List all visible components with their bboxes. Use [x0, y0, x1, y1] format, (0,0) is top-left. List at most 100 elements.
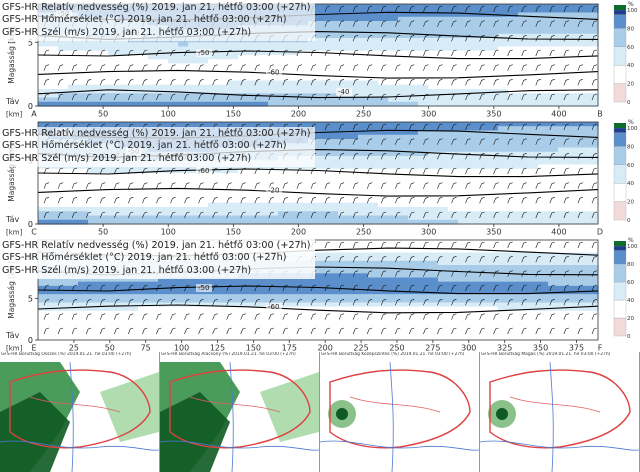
wind-barb [240, 64, 246, 71]
rh-cell [458, 12, 469, 18]
rh-cell [128, 190, 139, 195]
rh-cell [578, 25, 589, 31]
rh-cell [428, 21, 439, 26]
rh-cell [258, 177, 269, 183]
wind-barb [437, 64, 443, 71]
rh-cell [148, 80, 159, 86]
wind-barb [338, 167, 345, 175]
rh-cell [178, 63, 189, 69]
rh-cell [258, 173, 269, 178]
rh-cell [248, 177, 259, 183]
rh-cell [268, 294, 279, 299]
rh-cell [358, 198, 369, 204]
wind-barb [310, 313, 317, 320]
rh-cell [448, 248, 459, 254]
rh-cell [298, 310, 309, 316]
rh-cell [318, 319, 329, 324]
rh-cell [588, 181, 599, 187]
rh-cell [198, 89, 209, 94]
rh-cell [258, 281, 269, 287]
wind-barb [324, 20, 331, 27]
rh-cell [358, 46, 369, 52]
rh-cell [548, 248, 559, 254]
rh-cell [138, 219, 149, 225]
wind-barb [535, 182, 541, 189]
rh-cell [358, 323, 369, 329]
rh-cell [518, 294, 529, 299]
rh-cell [148, 335, 159, 341]
rh-cell [428, 198, 439, 204]
rh-cell [328, 202, 339, 208]
rh-cell [388, 67, 399, 73]
rh-cell [288, 76, 299, 82]
rh-cell [388, 101, 399, 107]
rh-cell [228, 323, 239, 329]
rh-cell [88, 298, 99, 304]
rh-cell [258, 310, 269, 316]
rh-cell [288, 310, 299, 316]
rh-cell [68, 215, 79, 221]
rh-cell [398, 143, 409, 149]
rh-cell [218, 97, 229, 103]
rh-cell [108, 122, 119, 127]
rh-cell [308, 194, 319, 200]
rh-cell [398, 256, 409, 262]
rh-cell [478, 101, 489, 107]
rh-cell [368, 202, 379, 208]
wind-barb [254, 93, 260, 101]
rh-cell [498, 143, 509, 149]
rh-cell [468, 273, 479, 279]
rh-cell [578, 177, 589, 183]
rh-cell [78, 177, 89, 183]
rh-cell [78, 335, 89, 341]
rh-cell [168, 194, 179, 200]
rh-cell [108, 277, 119, 283]
rh-cell [238, 55, 249, 60]
rh-cell [358, 16, 369, 22]
rh-cell [68, 42, 79, 48]
rh-cell [568, 72, 579, 77]
rh-cell [458, 256, 469, 262]
rh-cell [128, 76, 139, 82]
wind-barb [521, 327, 527, 335]
rh-cell [428, 12, 439, 18]
rh-cell [378, 72, 389, 77]
rh-cell [328, 164, 339, 170]
rh-cell [198, 190, 209, 195]
rh-cell [468, 134, 479, 140]
rh-cell [388, 185, 399, 191]
wind-barb [395, 299, 401, 306]
wind-barb [423, 313, 429, 320]
rh-cell [568, 265, 579, 270]
rh-cell [508, 38, 519, 43]
rh-cell [508, 130, 519, 136]
wind-barb [479, 299, 485, 306]
rh-cell [388, 93, 399, 99]
wind-barb [254, 182, 260, 189]
rh-cell [88, 319, 99, 324]
rh-cell [258, 80, 269, 86]
rh-cell [88, 46, 99, 52]
wind-barb [43, 167, 50, 175]
rh-cell [58, 42, 69, 48]
rh-cell [188, 190, 199, 195]
rh-cell [578, 147, 589, 153]
rh-cell [368, 21, 379, 26]
contour-label: -60 [198, 167, 209, 175]
rh-cell [458, 207, 469, 212]
rh-cell [388, 12, 399, 18]
rh-cell [378, 8, 389, 14]
rh-cell [538, 273, 549, 279]
rh-cell [418, 126, 429, 132]
rh-cell [128, 84, 139, 90]
rh-cell [548, 298, 559, 304]
wind-barb [352, 211, 359, 219]
rh-cell [478, 160, 489, 166]
rh-cell [78, 285, 89, 291]
rh-cell [308, 319, 319, 324]
rh-cell [458, 219, 469, 225]
rh-cell [218, 50, 229, 56]
rh-cell [418, 164, 429, 170]
rh-cell [48, 97, 59, 103]
rh-cell [428, 38, 439, 43]
